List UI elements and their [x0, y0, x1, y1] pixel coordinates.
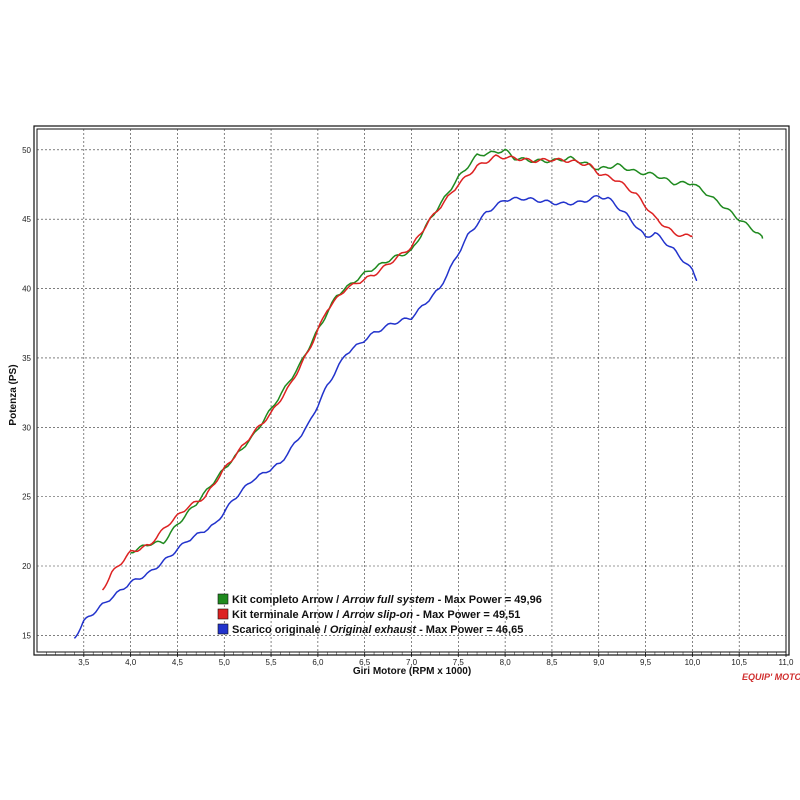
y-tick-label: 25: [22, 493, 31, 502]
x-tick-label: 10,5: [731, 658, 747, 667]
x-axis-title: Giri Motore (RPM x 1000): [353, 666, 471, 677]
series-line-3: [73, 194, 698, 639]
legend-swatch: [217, 623, 229, 635]
x-tick-label: 5,5: [266, 658, 278, 667]
x-tick-label: 4,0: [125, 658, 137, 667]
y-tick-label: 35: [22, 354, 31, 363]
y-tick-label: 45: [22, 215, 31, 224]
y-tick-label: 40: [22, 285, 31, 294]
x-tick-label: 9,0: [593, 658, 605, 667]
x-axis-ticks: 3,5 4,0 4,5 5,0 5,5 6,0 6,5 7,0 7,5 8,0 8,5 9,0 9,5 1…: [46, 652, 794, 667]
x-tick-label: 6,0: [312, 658, 324, 667]
y-axis-title: Potenza (PS): [8, 364, 19, 425]
legend: Kit completo Arrow / Arrow full system -…: [217, 593, 542, 636]
legend-swatch: [217, 608, 229, 620]
y-tick-label: 50: [22, 146, 31, 155]
x-tick-label: 5,0: [219, 658, 231, 667]
legend-entry: Kit completo Arrow / Arrow full system -…: [232, 594, 542, 606]
legend-entry: Kit terminale Arrow / Arrow slip-on - Ma…: [232, 609, 520, 621]
x-tick-label: 7,0: [406, 658, 418, 667]
series-line-2: [101, 154, 693, 591]
x-tick-label: 9,5: [640, 658, 652, 667]
x-tick-label: 8,5: [546, 658, 558, 667]
grid-lines: [37, 129, 786, 652]
y-axis-ticks: 15 20 25 30 35 40 45 50: [22, 146, 31, 641]
legend-swatch: [217, 593, 229, 605]
x-tick-label: 3,5: [78, 658, 90, 667]
legend-entry: Scarico originale / Original exhaust - M…: [232, 624, 523, 636]
watermark-logo: EQUIP' MOTO: [742, 672, 800, 682]
x-tick-label: 10,0: [685, 658, 701, 667]
series-layer: [73, 148, 764, 639]
x-tick-label: 7,5: [453, 658, 465, 667]
y-tick-label: 30: [22, 423, 31, 432]
x-tick-label: 4,5: [172, 658, 184, 667]
x-tick-label: 8,0: [500, 658, 512, 667]
x-tick-label: 11,0: [779, 658, 795, 667]
x-tick-label: 6,5: [359, 658, 371, 667]
y-tick-label: 20: [22, 562, 31, 571]
y-tick-label: 15: [22, 631, 31, 640]
